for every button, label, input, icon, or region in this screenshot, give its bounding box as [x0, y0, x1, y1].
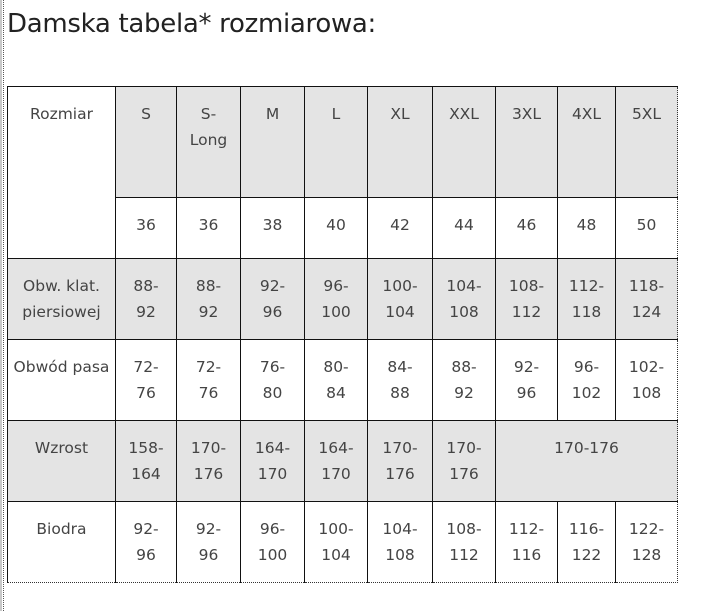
- numeric-size-row: 36 36 38 40 42 44 46 48 50: [8, 197, 678, 259]
- size-header: 3XL: [495, 86, 558, 198]
- corner-label: Rozmiar: [7, 86, 116, 259]
- numeric-size: 42: [367, 197, 433, 259]
- table-cell: 92- 96: [240, 258, 305, 340]
- table-cell: 84- 88: [367, 339, 433, 421]
- table-row: Obwód pasa 72- 76 72- 76 76- 80 80- 84 84- 88…: [7, 339, 678, 421]
- numeric-size: 50: [615, 197, 678, 259]
- table-cell: 96- 102: [557, 339, 616, 421]
- table-cell: 72- 76: [115, 339, 177, 421]
- table-cell: 104- 108: [432, 258, 496, 340]
- size-header: S- Long: [176, 86, 241, 198]
- table-cell: 96- 100: [304, 258, 368, 340]
- table-row: Biodra 92- 96 92- 96 96- 100 100- 104 104- 10…: [7, 501, 678, 583]
- table-cell: 88- 92: [176, 258, 241, 340]
- table-cell: 104- 108: [367, 501, 433, 583]
- table-cell: 100- 104: [367, 258, 433, 340]
- size-header: 4XL: [557, 86, 616, 198]
- table-cell: 92- 96: [176, 501, 241, 583]
- row-label: Wzrost: [7, 420, 116, 502]
- table-cell: 88- 92: [115, 258, 177, 340]
- table-cell: 170- 176: [432, 420, 496, 502]
- table-cell: 102- 108: [615, 339, 678, 421]
- numeric-size: 46: [495, 197, 558, 259]
- numeric-size: 40: [304, 197, 368, 259]
- table-cell: 122- 128: [615, 501, 678, 583]
- table-cell: 170- 176: [176, 420, 241, 502]
- table-cell: 158- 164: [115, 420, 177, 502]
- size-table: Rozmiar S S- Long M L XL XXL 3XL 4XL 5XL 36 36 38 40 4…: [7, 86, 678, 583]
- table-cell: 88- 92: [432, 339, 496, 421]
- numeric-size: 36: [115, 197, 177, 259]
- table-row: Obw. klat. piersiowej 88- 92 88- 92 92- 96 9…: [7, 258, 678, 340]
- table-cell: 108- 112: [495, 258, 558, 340]
- size-header: S: [115, 86, 177, 198]
- table-cell: 80- 84: [304, 339, 368, 421]
- size-header: XL: [367, 86, 433, 198]
- table-cell: 112- 118: [557, 258, 616, 340]
- table-cell: 100- 104: [304, 501, 368, 583]
- numeric-size: 38: [240, 197, 305, 259]
- merged-cell: 170-176: [495, 420, 678, 502]
- table-cell: 92- 96: [115, 501, 177, 583]
- table-cell: 92- 96: [495, 339, 558, 421]
- table-cell: 118- 124: [615, 258, 678, 340]
- header-row: Rozmiar S S- Long M L XL XXL 3XL 4XL 5XL: [7, 86, 678, 259]
- size-header: 5XL: [615, 86, 678, 198]
- table-row: Wzrost 158- 164 170- 176 164- 170 164- 170 17…: [7, 420, 678, 502]
- table-cell: 108- 112: [432, 501, 496, 583]
- row-label: Biodra: [7, 501, 116, 583]
- table-cell: 116- 122: [557, 501, 616, 583]
- table-cell: 76- 80: [240, 339, 305, 421]
- numeric-size: 36: [176, 197, 241, 259]
- table-cell: 170- 176: [367, 420, 433, 502]
- size-header: L: [304, 86, 368, 198]
- table-cell: 112- 116: [495, 501, 558, 583]
- row-label: Obw. klat. piersiowej: [7, 258, 116, 340]
- page-border: [3, 0, 4, 611]
- size-header: XXL: [432, 86, 496, 198]
- table-cell: 164- 170: [304, 420, 368, 502]
- row-label: Obwód pasa: [7, 339, 116, 421]
- window-edge: [0, 0, 2, 611]
- page-title: Damska tabela* rozmiarowa:: [7, 9, 377, 39]
- table-cell: 72- 76: [176, 339, 241, 421]
- numeric-size: 48: [557, 197, 616, 259]
- size-header: M: [240, 86, 305, 198]
- numeric-size: 44: [432, 197, 496, 259]
- table-cell: 164- 170: [240, 420, 305, 502]
- table-cell: 96- 100: [240, 501, 305, 583]
